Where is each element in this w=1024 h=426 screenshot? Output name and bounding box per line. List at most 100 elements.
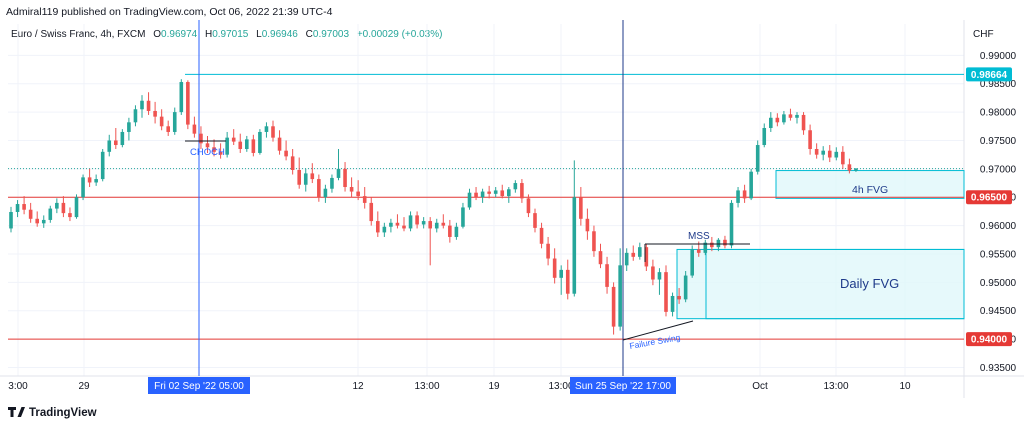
candle-body xyxy=(127,122,131,132)
candle-body xyxy=(513,183,518,190)
daily-fvg-zone xyxy=(676,248,965,320)
candle-body xyxy=(22,204,26,210)
candle-body xyxy=(834,151,839,158)
fvg-zones xyxy=(676,170,965,320)
tradingview-wordmark: TradingView xyxy=(29,407,97,419)
candle-body xyxy=(251,139,256,153)
candle-body xyxy=(618,265,622,327)
candle-body xyxy=(441,222,446,226)
candle-body xyxy=(723,239,727,246)
grid xyxy=(0,20,1024,398)
symbol-title: Euro / Swiss Franc, 4h, FXCM xyxy=(11,29,145,40)
candle-body xyxy=(624,252,629,266)
candle-body xyxy=(742,190,747,199)
candle-body xyxy=(199,133,203,144)
candle-body xyxy=(120,131,125,146)
candle-body xyxy=(68,213,72,218)
candle-body xyxy=(323,188,328,198)
price-level-badge-text: 0.94000 xyxy=(971,335,1008,346)
fvg-4h-label: 4h FVG xyxy=(852,184,888,196)
fvg-4h-zone xyxy=(775,170,965,199)
candle-body xyxy=(382,226,387,233)
candle-body xyxy=(644,247,649,267)
candle-body xyxy=(166,126,170,132)
price-tick-label: 0.93500 xyxy=(980,363,1017,374)
candle-body xyxy=(225,137,229,155)
candle-body xyxy=(212,147,216,152)
candle-body xyxy=(28,209,33,219)
candle-body xyxy=(782,114,786,123)
time-tick-label: 13:00 xyxy=(414,381,439,392)
time-tick-label: 29 xyxy=(78,381,90,392)
price-tick-label: 0.97000 xyxy=(980,164,1017,175)
candle-body xyxy=(421,221,426,225)
candle-body xyxy=(775,117,780,123)
candle-body xyxy=(297,169,301,185)
candle-body xyxy=(467,192,472,208)
candle-body xyxy=(48,208,53,220)
candle-body xyxy=(605,264,609,287)
candle-body xyxy=(402,225,406,229)
candle-body xyxy=(795,114,799,118)
candle-body xyxy=(159,116,164,127)
candle-body xyxy=(218,151,223,155)
time-tick-label: 19 xyxy=(488,381,500,392)
time-tick-label: 3:00 xyxy=(8,381,28,392)
candle-body xyxy=(186,82,190,125)
candle-body xyxy=(585,218,590,232)
price-tick-label: 0.95500 xyxy=(980,249,1017,260)
candle-body xyxy=(454,226,459,237)
candle-body xyxy=(231,137,236,142)
candles xyxy=(9,79,858,335)
price-level-badge xyxy=(966,332,1012,347)
candle-body xyxy=(670,295,675,312)
candle-body xyxy=(205,143,210,148)
candle-body xyxy=(408,215,413,229)
candle-body xyxy=(696,249,701,253)
candle-body xyxy=(500,190,505,197)
time-tick-label: 13:00 xyxy=(823,381,848,392)
candle-body xyxy=(552,258,557,278)
tradingview-logo: TradingView xyxy=(8,407,97,419)
candle-body xyxy=(303,173,308,185)
candle-body xyxy=(172,112,177,132)
failure-swing-line xyxy=(622,320,694,341)
candle-body xyxy=(61,202,66,214)
candle-body xyxy=(343,168,347,188)
candle-body xyxy=(9,211,13,229)
candle-body xyxy=(238,141,243,149)
candle-body xyxy=(356,191,360,197)
candle-body xyxy=(448,225,452,237)
candle-body xyxy=(474,192,478,198)
candle-body xyxy=(808,130,812,149)
candle-body xyxy=(847,164,852,171)
ohlc-legend: Euro / Swiss Franc, 4h, FXCM O0.96974 H0… xyxy=(11,29,442,40)
candle-body xyxy=(107,140,112,152)
crosshair-time-badge-left xyxy=(148,377,250,394)
candle-body xyxy=(736,190,740,203)
crosshair-time-badge-right xyxy=(570,377,676,394)
candle-body xyxy=(729,202,734,246)
candle-body xyxy=(74,197,79,218)
candle-body xyxy=(762,127,767,146)
candle-body xyxy=(349,187,354,192)
candle-body xyxy=(258,131,262,153)
candle-body xyxy=(336,168,341,178)
candle-body xyxy=(814,148,819,155)
candle-body xyxy=(690,249,694,276)
candle-body xyxy=(559,269,563,278)
horizontal-levels xyxy=(8,20,964,376)
candle-body xyxy=(290,156,295,170)
candle-body xyxy=(310,173,315,180)
price-tick-label: 0.98500 xyxy=(980,79,1017,90)
candle-body xyxy=(546,243,550,259)
mss-label: MSS xyxy=(688,231,710,242)
change-value: +0.00029 (+0.03%) xyxy=(357,29,443,40)
candle-body xyxy=(415,215,419,225)
time-tick-label: 12 xyxy=(352,381,364,392)
candle-body xyxy=(114,140,118,146)
candle-body xyxy=(854,168,858,171)
candle-body xyxy=(520,183,524,199)
candle-body xyxy=(638,247,642,257)
